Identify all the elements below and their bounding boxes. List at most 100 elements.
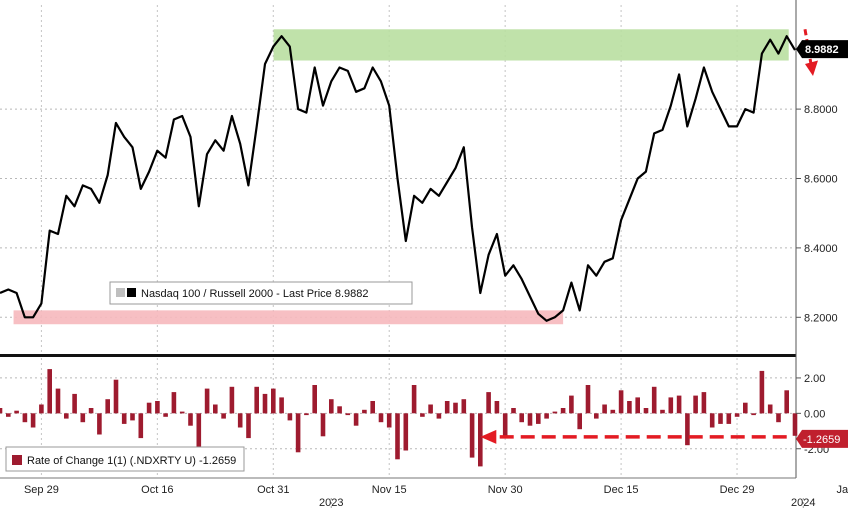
down-arrow-shaft — [803, 29, 813, 65]
highlight-band-1 — [13, 310, 564, 325]
roc-bar-14 — [113, 379, 119, 414]
roc-bar-43 — [353, 413, 359, 426]
bar-layer — [0, 369, 798, 467]
roc-bar-72 — [594, 413, 599, 419]
roc-bar-36 — [295, 413, 301, 453]
roc-bar-69 — [569, 395, 574, 414]
down-arrow-head — [805, 60, 818, 76]
roc-bar-49 — [403, 413, 409, 451]
left-arrow-head — [480, 429, 497, 444]
roc-bar-94 — [776, 413, 781, 423]
roc-bar-59 — [486, 392, 491, 414]
roc-bar-11 — [88, 408, 94, 414]
roc-bar-68 — [560, 408, 566, 414]
roc-bar-27 — [221, 413, 226, 419]
roc-bar-76 — [627, 401, 632, 414]
roc-bar-15 — [121, 413, 127, 424]
roc-bar-46 — [378, 413, 384, 423]
roc-bar-79 — [651, 386, 657, 414]
roc-bar-63 — [519, 413, 524, 423]
upper-legend-text: Nasdaq 100 / Russell 2000 - Last Price 8… — [141, 288, 368, 300]
roc-bar-29 — [237, 413, 243, 428]
legend-layer: Nasdaq 100 / Russell 2000 - Last Price 8… — [5, 281, 413, 472]
upper-ytick-label: 8.2000 — [804, 312, 838, 324]
roc-bar-73 — [602, 404, 607, 414]
roc-bar-52 — [428, 404, 433, 414]
roc-bar-88 — [726, 413, 732, 424]
roc-bar-31 — [254, 386, 259, 414]
roc-bar-89 — [734, 413, 740, 417]
roc-bar-64 — [527, 413, 533, 426]
series-layer — [0, 35, 796, 322]
x-tick-label: Jan 16 — [836, 484, 848, 496]
roc-bar-20 — [163, 413, 168, 417]
roc-bar-55 — [453, 402, 458, 414]
roc-bar-54 — [444, 401, 450, 414]
roc-bar-26 — [213, 404, 218, 414]
roc-bar-67 — [552, 411, 558, 414]
roc-bar-93 — [767, 404, 773, 414]
roc-bar-81 — [668, 397, 674, 414]
roc-bar-42 — [345, 413, 351, 416]
legend-swatch-gray — [116, 288, 125, 297]
x-tick-label: Oct 31 — [257, 484, 289, 496]
roc-bar-74 — [610, 409, 616, 414]
roc-bar-40 — [329, 399, 334, 414]
roc-bar-90 — [743, 402, 748, 414]
lower-legend-text: Rate of Change 1(1) (.NDXRTY U) -1.2659 — [27, 455, 236, 467]
roc-bar-84 — [693, 395, 698, 414]
roc-bar-5 — [39, 404, 44, 414]
lower-legend-box — [5, 446, 245, 472]
roc-bar-92 — [759, 370, 765, 414]
panel-separator — [0, 354, 796, 357]
roc-bar-34 — [279, 397, 284, 414]
x-tick-label: Dec 29 — [720, 484, 755, 496]
roc-bar-6 — [47, 369, 52, 414]
axis-layer: 8.20008.40008.60008.80002.000.00-2.008.9… — [0, 40, 848, 509]
roc-bar-0 — [0, 408, 3, 414]
roc-bar-12 — [97, 413, 102, 435]
last-price-tag — [796, 40, 848, 59]
roc-bar-53 — [436, 413, 442, 419]
lower-ytick-label: 0.00 — [804, 408, 825, 420]
roc-bar-9 — [72, 393, 77, 414]
x-year-label: 2023 — [319, 497, 343, 508]
roc-bar-33 — [271, 388, 276, 414]
roc-bar-3 — [22, 413, 28, 423]
roc-bar-30 — [246, 413, 251, 439]
annotation-layer — [480, 29, 818, 444]
roc-bar-47 — [386, 413, 392, 428]
roc-bar-58 — [478, 413, 483, 467]
roc-bar-75 — [618, 390, 624, 414]
roc-bar-1 — [6, 413, 11, 417]
roc-bar-95 — [784, 390, 789, 414]
roc-bar-50 — [411, 385, 417, 414]
roc-bar-37 — [304, 413, 309, 416]
roc-bar-65 — [536, 413, 541, 424]
price-ratio-line — [0, 35, 796, 322]
x-year-label: 2024 — [791, 497, 815, 508]
roc-bar-77 — [635, 397, 640, 414]
roc-bar-78 — [643, 408, 649, 414]
roc-bar-19 — [155, 401, 160, 414]
roc-bar-80 — [660, 409, 665, 414]
upper-ytick-label: 8.4000 — [804, 243, 838, 255]
x-tick-label: Oct 16 — [141, 484, 173, 496]
roc-bar-61 — [502, 413, 508, 439]
roc-bar-22 — [179, 411, 185, 414]
roc-bar-44 — [362, 409, 367, 414]
roc-bar-60 — [494, 401, 500, 414]
roc-bar-87 — [718, 413, 723, 424]
x-tick-label: Dec 15 — [604, 484, 639, 496]
highlight-band-0 — [273, 29, 789, 61]
roc-bar-85 — [701, 392, 707, 414]
roc-bar-39 — [320, 413, 326, 437]
roc-bar-48 — [395, 413, 400, 460]
x-tick-label: Nov 30 — [488, 484, 523, 496]
roc-bar-82 — [676, 395, 682, 414]
roc-bar-16 — [130, 413, 135, 421]
x-tick-label: Sep 29 — [24, 484, 59, 496]
roc-bar-18 — [146, 402, 152, 414]
